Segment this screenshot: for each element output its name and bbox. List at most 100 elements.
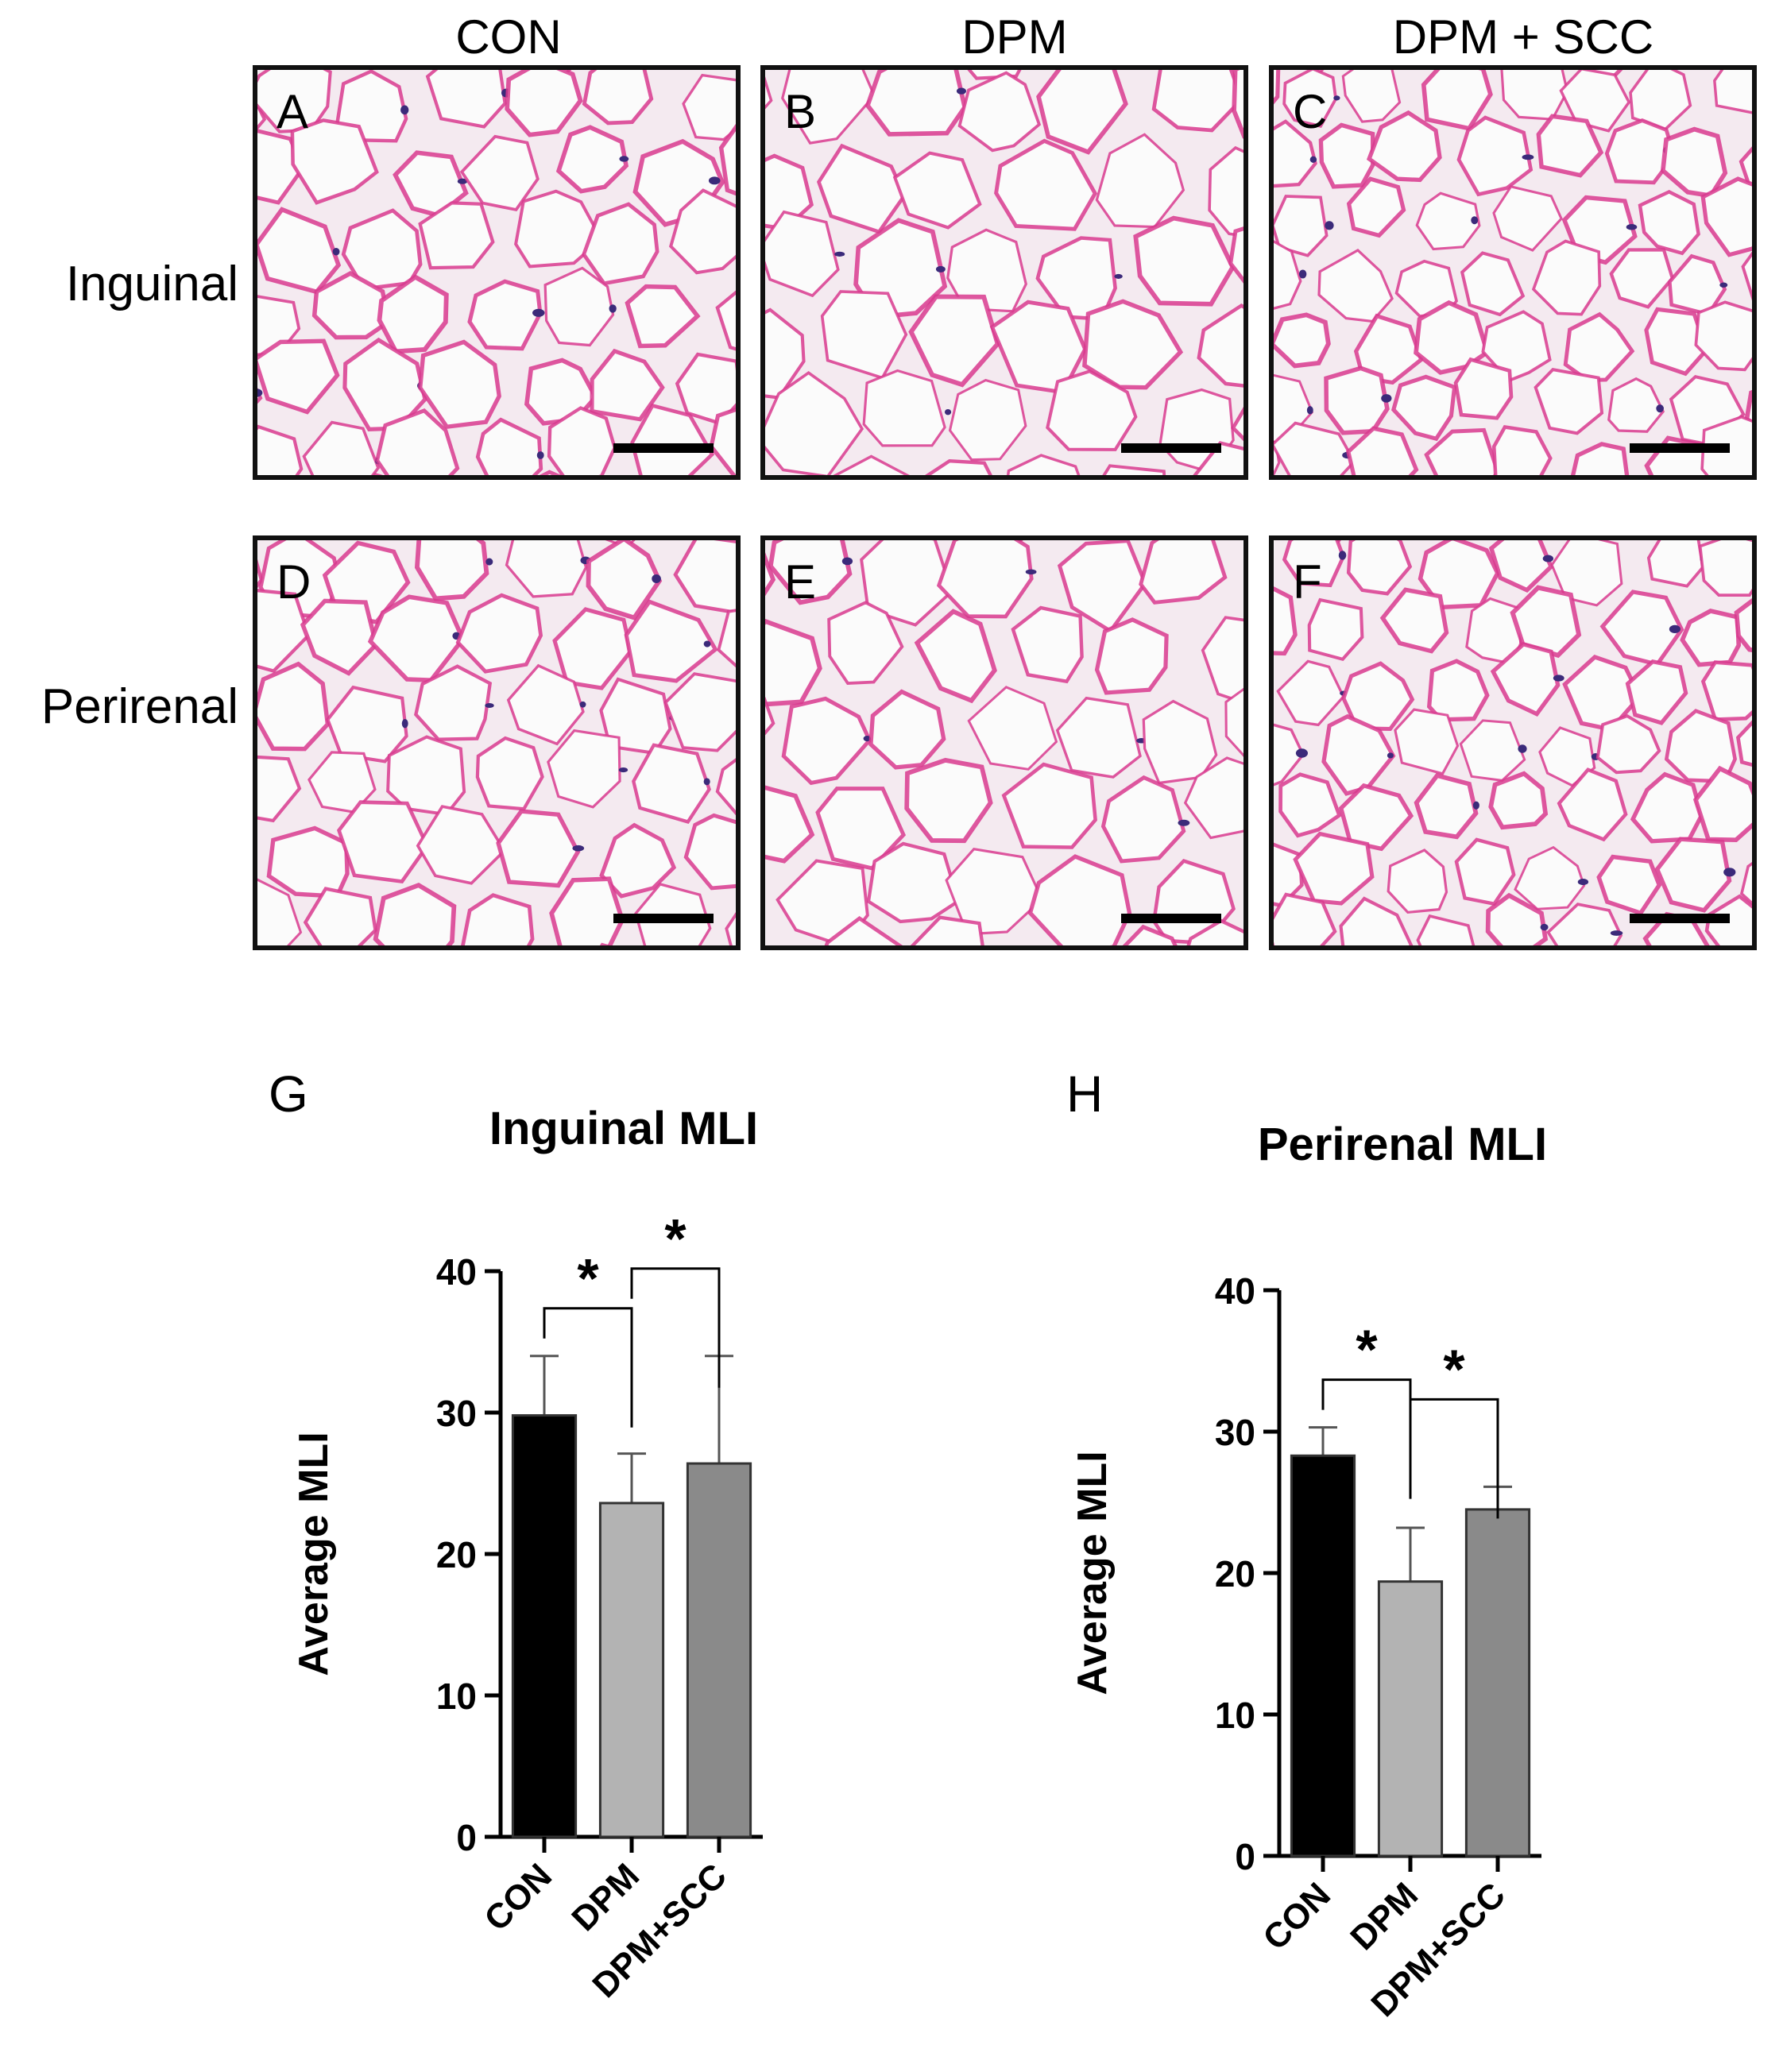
adipocyte: [1338, 783, 1414, 852]
adipocyte: [1607, 377, 1665, 433]
adipocyte: [765, 552, 776, 597]
panel-letter: F: [1293, 555, 1322, 609]
nucleus: [1114, 273, 1123, 279]
adipocyte: [945, 847, 1044, 936]
adipocyte: [505, 540, 588, 598]
adipocyte: [1346, 176, 1406, 238]
bar-dpm: [598, 1502, 665, 1838]
adipocyte: [892, 151, 982, 230]
adipocyte: [833, 454, 911, 475]
adipocyte: [552, 607, 633, 690]
nucleus: [1472, 801, 1479, 810]
adipocyte: [630, 403, 715, 475]
adipocyte: [599, 822, 677, 899]
adipocyte: [1456, 115, 1534, 197]
adipocyte: [725, 911, 736, 945]
adipocyte: [827, 601, 904, 686]
adipocyte: [257, 878, 303, 945]
nucleus: [1325, 221, 1334, 230]
adipocyte: [1100, 775, 1186, 864]
nucleus: [703, 640, 711, 648]
adipocyte: [1274, 723, 1305, 787]
y-tick-label: 0: [456, 1817, 477, 1858]
scale-bar: [1630, 914, 1730, 923]
adipocyte: [375, 408, 460, 475]
adipocyte: [257, 424, 304, 475]
nucleus: [401, 718, 408, 729]
adipocyte: [582, 70, 654, 126]
adipocyte: [1734, 597, 1752, 652]
nucleus: [1518, 744, 1527, 753]
adipocyte: [1514, 845, 1586, 910]
adipocyte: [914, 609, 997, 704]
adipocyte: [549, 876, 625, 945]
adipocyte: [1232, 70, 1243, 139]
nucleus: [572, 845, 585, 852]
bar-dpm: [1377, 1580, 1444, 1857]
y-tick-label: 40: [436, 1251, 477, 1293]
adipocyte: [555, 125, 629, 194]
adipocyte: [1341, 70, 1402, 123]
adipose-tissue-image: [1274, 540, 1752, 945]
column-label-dpm: DPM: [961, 10, 1068, 64]
adipocyte: [1274, 70, 1281, 105]
nucleus: [1656, 404, 1664, 413]
adipocyte: [1282, 70, 1338, 128]
adipocyte: [300, 598, 379, 676]
adipocyte: [682, 73, 736, 141]
adipocyte: [1536, 114, 1604, 178]
nucleus: [863, 736, 871, 742]
adipocyte: [1700, 660, 1752, 721]
adipocyte: [624, 599, 718, 683]
chart-title: Perirenal MLI: [1258, 1119, 1547, 1170]
x-tick-label: CON: [1255, 1875, 1338, 1958]
adipocyte: [302, 420, 381, 475]
adipocyte: [1563, 311, 1635, 382]
adipocyte: [910, 915, 984, 945]
adipocyte: [1416, 914, 1476, 945]
adipocyte: [1491, 425, 1553, 475]
y-tick-label: 0: [1235, 1836, 1255, 1877]
adipose-tissue-image: [257, 540, 736, 945]
adipocyte: [1094, 617, 1169, 695]
adipocyte: [781, 70, 876, 145]
row-label-perirenal: Perirenal: [41, 679, 238, 734]
adipocyte: [768, 540, 853, 605]
y-axis-label: Average MLI: [291, 1432, 337, 1676]
adipocyte: [257, 102, 267, 130]
nucleus: [1626, 223, 1638, 230]
adipocyte: [1531, 239, 1602, 316]
adipocyte: [1001, 762, 1097, 849]
nucleus: [1540, 923, 1549, 931]
adipocyte: [946, 228, 1027, 313]
adipocyte: [862, 369, 946, 447]
adipocyte: [543, 266, 615, 347]
adipocyte: [765, 618, 822, 707]
adipocyte: [948, 378, 1027, 462]
y-tick-label: 40: [1215, 1270, 1255, 1312]
adipose-tissue-image: [257, 70, 736, 475]
adipocyte: [1570, 442, 1630, 475]
adipocyte: [1133, 215, 1236, 307]
adipocyte: [717, 609, 736, 668]
nucleus: [935, 265, 946, 273]
adipocyte: [1208, 145, 1243, 238]
adipocyte: [1414, 300, 1491, 375]
adipocyte: [326, 685, 408, 763]
panel-letter: E: [784, 555, 817, 609]
adipocyte: [1006, 454, 1081, 475]
adipocyte: [908, 294, 1000, 388]
adipocyte: [781, 696, 872, 786]
adipocyte: [1274, 892, 1337, 945]
micrograph-panel-c: C: [1269, 65, 1757, 480]
adipocyte: [1546, 903, 1623, 945]
adipocyte: [1282, 540, 1346, 588]
adipocyte: [1183, 756, 1243, 840]
y-axis-label: Average MLI: [1069, 1451, 1116, 1695]
adipocyte: [455, 593, 543, 674]
adipocyte: [290, 118, 379, 205]
nucleus: [609, 304, 617, 313]
adipocyte: [1644, 307, 1709, 377]
scale-bar: [613, 914, 714, 923]
adipocyte: [765, 785, 815, 864]
